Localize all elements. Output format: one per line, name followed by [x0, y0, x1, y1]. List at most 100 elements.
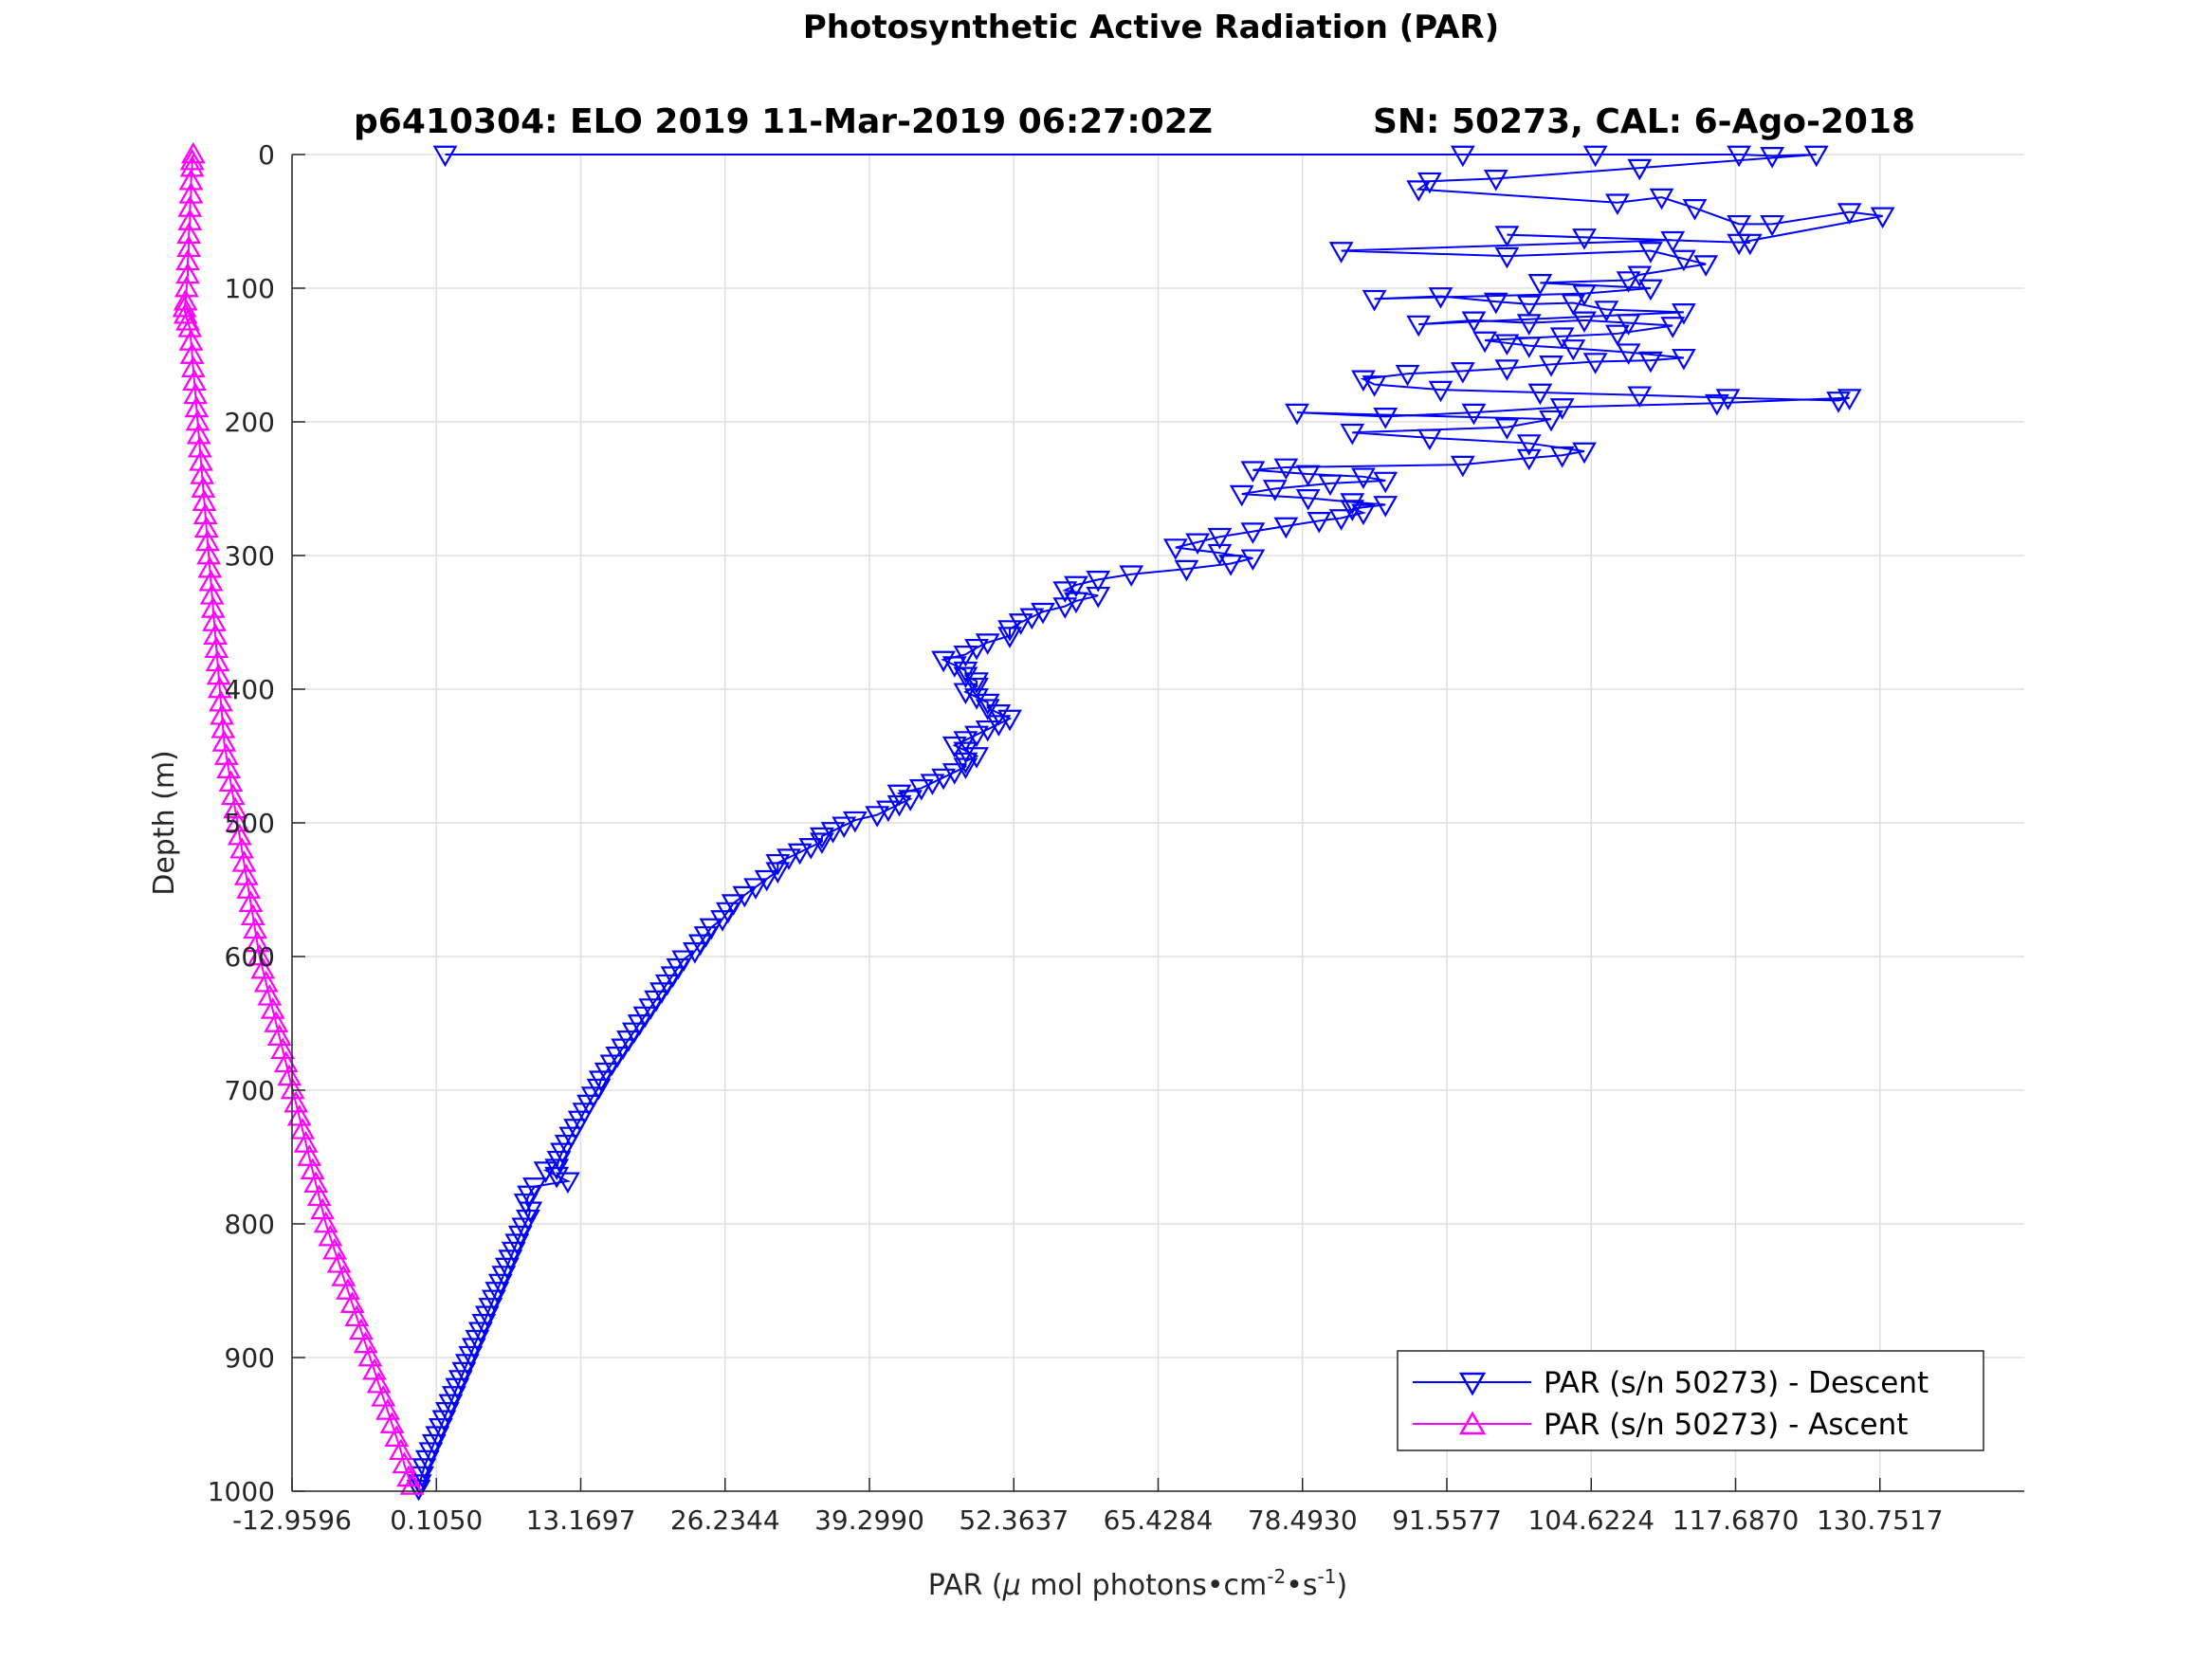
legend-ascent-label: PAR (s/n 50273) - Ascent [1544, 1408, 1908, 1442]
series-0-marker-62 [1527, 383, 1553, 406]
series-0-marker-45 [1605, 324, 1630, 347]
series-1-marker-20 [313, 1211, 338, 1233]
series-0-marker-233 [418, 1442, 444, 1464]
series-1-marker-60 [207, 676, 232, 699]
series-0-marker-52 [1671, 348, 1696, 371]
y-tick-label-1: 100 [225, 273, 275, 304]
y-tick-label-4: 400 [225, 674, 275, 705]
series-0-marker-48 [1494, 334, 1520, 356]
series-0-marker-50 [1561, 339, 1586, 361]
series-0-marker-46 [1549, 327, 1575, 349]
series-1-marker-29 [283, 1090, 309, 1113]
series-0-marker-208 [501, 1241, 526, 1264]
series-0-marker-78 [1549, 446, 1575, 468]
series-0-marker-102 [1240, 549, 1266, 572]
series-0-marker-120 [931, 650, 956, 673]
series-0-marker-66 [1837, 389, 1862, 410]
series-0-marker-238 [406, 1479, 431, 1502]
series-1-marker-73 [192, 502, 218, 525]
series-1-marker-32 [273, 1050, 299, 1073]
y-tick-label-2: 200 [225, 407, 275, 438]
series-0-marker-25 [1671, 249, 1696, 272]
series-1-marker-31 [277, 1064, 302, 1086]
series-0-marker-65 [1826, 392, 1851, 413]
series-0-marker-89 [1295, 489, 1321, 511]
series-0-marker-165 [710, 910, 735, 932]
series-1-marker-88 [175, 309, 200, 331]
series-0-marker-67 [1704, 393, 1729, 416]
series-1-marker-83 [182, 369, 207, 392]
series-0-marker-83 [1295, 465, 1321, 487]
series-1-marker-45 [236, 877, 261, 899]
series-1-marker-44 [238, 890, 264, 912]
series-0-marker-185 [588, 1070, 613, 1092]
series-1-marker-15 [336, 1278, 360, 1300]
series-0-marker-131 [997, 709, 1022, 732]
series-1-marker-18 [322, 1237, 347, 1260]
series-0-marker-23 [1494, 246, 1520, 269]
series-1-marker-55 [213, 743, 239, 765]
series-1-marker-86 [178, 329, 204, 351]
series-1-marker-3 [389, 1438, 413, 1461]
series-1-marker-37 [257, 984, 283, 1006]
legend-item-descent: PAR (s/n 50273) - Descent [1413, 1366, 1929, 1400]
series-0-marker-137 [953, 741, 978, 764]
series-0-marker-58 [1395, 364, 1420, 387]
series-1-marker-13 [344, 1304, 370, 1327]
series-1-marker-95 [176, 235, 202, 258]
series-0-marker-72 [1539, 410, 1563, 432]
series-1-marker-78 [187, 435, 212, 458]
series-0-marker-206 [507, 1225, 533, 1248]
series-0-marker-224 [448, 1370, 473, 1392]
series-0-marker-55 [1539, 356, 1563, 377]
series-0-marker-82 [1240, 461, 1266, 483]
series-1-marker-22 [306, 1184, 332, 1207]
series-0-marker-3 [1727, 145, 1752, 168]
series-0-marker-147 [887, 794, 912, 817]
series-0-marker-210 [494, 1257, 520, 1280]
series-0-marker-93 [1351, 503, 1376, 526]
grid-lines [291, 154, 2024, 1492]
series-0-marker-38 [1671, 303, 1696, 325]
series-1-marker-54 [216, 757, 241, 778]
series-0-marker-128 [975, 693, 1000, 716]
series-1-marker-35 [264, 1011, 289, 1032]
series-0-marker-121 [941, 656, 967, 678]
series-0-marker-8 [1417, 172, 1442, 194]
series-1-marker-100 [178, 168, 204, 191]
series-1-marker-72 [193, 516, 219, 538]
series-0-marker-205 [511, 1217, 537, 1240]
series-0-marker-7 [1483, 170, 1508, 191]
x-tick-label-11: 130.7517 [1817, 1504, 1944, 1536]
series-1-marker-99 [178, 182, 204, 204]
series-0-marker-20 [1572, 228, 1597, 250]
x-tick-label-1: 0.1050 [390, 1504, 483, 1536]
series-1-marker-94 [175, 248, 200, 271]
series-0-marker-27 [1627, 265, 1653, 288]
series-1-marker-65 [202, 610, 227, 631]
series-0-marker-57 [1450, 362, 1475, 384]
series-1-marker-84 [180, 356, 206, 377]
series-1 [172, 141, 425, 1495]
series-0-marker-223 [451, 1361, 477, 1384]
chart-subtitle-right: SN: 50273, CAL: 6-Ago-2018 [1373, 102, 1915, 141]
series-1-marker-7 [371, 1385, 396, 1407]
y-axis-label: Depth (m) [148, 750, 181, 896]
series-0-marker-15 [1837, 203, 1862, 225]
series-0-marker-201 [517, 1185, 541, 1208]
series-1-marker-92 [174, 275, 199, 298]
series-1-marker-10 [357, 1344, 383, 1367]
series-0-marker-162 [732, 885, 758, 908]
series-0-marker-118 [964, 638, 989, 661]
series-0-marker-70 [1373, 408, 1398, 429]
series-1-marker-40 [247, 943, 272, 966]
series-layer [172, 141, 1895, 1502]
series-0-marker-127 [964, 688, 989, 710]
series-0-marker-74 [1340, 423, 1365, 446]
series-0-marker-230 [428, 1417, 453, 1440]
series-1-marker-41 [245, 930, 270, 953]
series-0-marker-231 [425, 1426, 450, 1448]
series-0 [406, 145, 1895, 1502]
series-0-marker-160 [754, 869, 779, 892]
series-1-marker-47 [231, 850, 257, 872]
